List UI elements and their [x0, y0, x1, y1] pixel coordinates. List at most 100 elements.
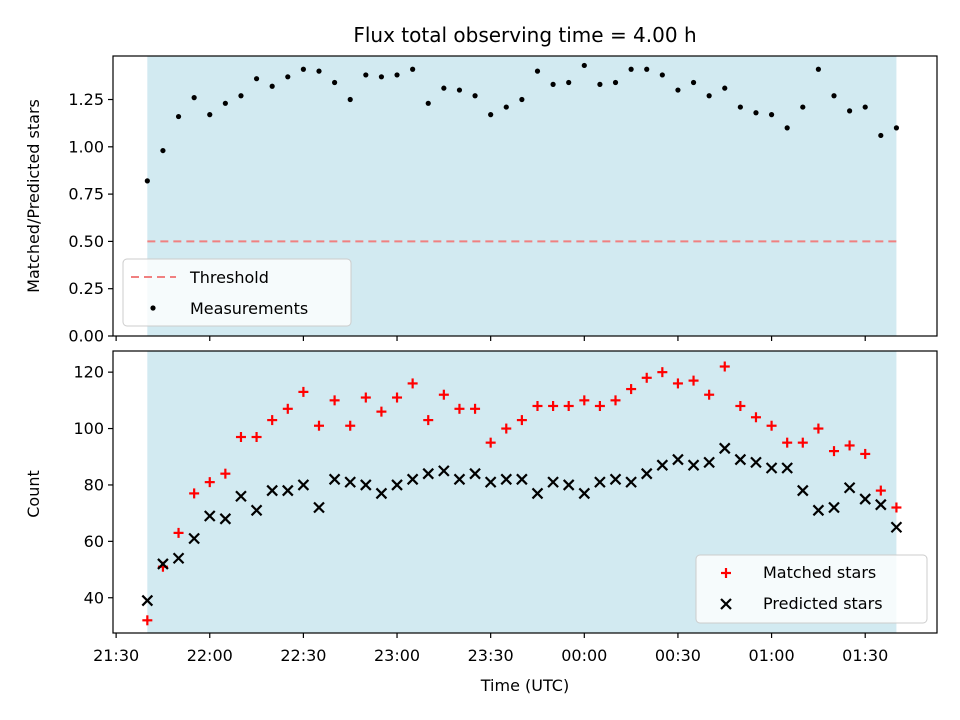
predicted-star-point-b	[141, 594, 154, 607]
legend-matched-swatch	[721, 568, 731, 578]
measurement-point	[222, 100, 228, 106]
predicted-star-point	[875, 498, 887, 511]
predicted-star-point-b	[531, 487, 544, 500]
measurement-point	[347, 96, 353, 103]
measurement-point	[534, 68, 541, 74]
matched-star-point	[407, 378, 418, 389]
matched-star-point	[267, 415, 278, 426]
predicted-star-point	[219, 513, 232, 525]
legend-measurement-swatch	[150, 305, 156, 311]
measurement-point	[519, 96, 525, 103]
measurement-point	[753, 110, 759, 116]
measurement-point	[253, 76, 260, 82]
matched-star-point	[532, 400, 543, 411]
matched-star-point	[688, 375, 699, 386]
predicted-star-point	[344, 476, 356, 488]
predicted-star-point-b	[266, 484, 278, 497]
legend-label: Measurements	[190, 299, 308, 318]
predicted-star-point-b	[547, 476, 559, 488]
x-axis-label: Time (UTC)	[480, 676, 569, 695]
x-tick-label: 00:30	[655, 646, 701, 665]
predicted-star-point-b	[172, 552, 185, 565]
predicted-star-point	[765, 462, 778, 474]
y-tick-label: 0.25	[68, 279, 104, 298]
predicted-star-point-b	[453, 473, 466, 486]
measurement-point	[862, 104, 868, 110]
predicted-star-point	[781, 462, 793, 474]
matched-star-point	[750, 412, 761, 423]
matched-star-point	[719, 361, 730, 372]
predicted-star-point	[562, 479, 575, 491]
matched-star-point	[875, 485, 886, 496]
matched-star-point	[314, 420, 324, 431]
matched-star-point	[470, 403, 481, 414]
x-tick-label: 01:00	[749, 646, 795, 665]
predicted-star-point	[609, 473, 622, 486]
predicted-star-point	[547, 476, 559, 488]
x-tick-label: 22:00	[187, 646, 233, 665]
x-tick-label: 00:00	[561, 646, 607, 665]
predicted-star-point	[391, 479, 403, 491]
matched-star-point	[641, 372, 652, 383]
measurement-point	[737, 104, 743, 110]
measurement-point	[441, 85, 447, 91]
matched-star-point	[672, 378, 683, 389]
matched-star-point	[173, 527, 184, 538]
predicted-star-point	[500, 473, 513, 486]
matched-star-point	[454, 403, 465, 414]
matched-star-point	[891, 502, 902, 513]
matched-star-point	[829, 446, 839, 457]
matched-star-point	[704, 389, 715, 400]
matched-star-point	[797, 437, 808, 448]
matched-star-point	[501, 423, 512, 434]
matched-star-point	[438, 389, 449, 400]
predicted-star-point-b	[297, 479, 310, 491]
measurement-point	[410, 66, 416, 72]
matched-star-point	[516, 415, 527, 426]
x-tick-label: 23:30	[468, 646, 514, 665]
measurement-point	[191, 95, 197, 101]
y-axis-label: Count	[24, 470, 43, 518]
measurement-point	[300, 66, 306, 72]
measurement-point	[269, 83, 275, 89]
measurement-point	[768, 112, 775, 118]
predicted-star-point-b	[282, 484, 294, 497]
predicted-star-point-b	[797, 484, 809, 497]
legend-label: Predicted stars	[763, 594, 883, 613]
predicted-star-point	[157, 558, 169, 570]
predicted-star-point	[172, 552, 185, 565]
predicted-star-point	[703, 456, 715, 469]
predicted-star-point	[640, 467, 653, 480]
legend-box	[122, 258, 352, 327]
matched-star-point	[766, 420, 777, 431]
measurement-point	[394, 72, 400, 78]
measurement-point	[488, 112, 494, 118]
measurement-point	[690, 79, 697, 86]
measurement-point	[550, 81, 556, 87]
predicted-star-point-b	[656, 459, 669, 471]
matched-star-point	[735, 400, 746, 411]
measurement-point	[332, 79, 338, 86]
predicted-star-point	[250, 504, 263, 517]
measurement-point	[675, 87, 681, 93]
matched-star-point	[563, 400, 574, 411]
measurement-point	[472, 93, 478, 99]
predicted-star-point-b	[812, 504, 825, 517]
predicted-star-point-b	[672, 453, 684, 466]
measurement-point	[659, 72, 665, 78]
predicted-star-point-b	[469, 467, 481, 480]
predicted-star-point-b	[594, 476, 606, 488]
y-tick-label: 1.00	[68, 137, 104, 156]
matched-star-point	[626, 384, 637, 395]
predicted-star-point	[266, 484, 278, 497]
predicted-star-point-b	[406, 473, 419, 486]
matched-star-point	[189, 488, 200, 499]
plot-frame	[112, 350, 938, 634]
legend-predicted-swatch-b	[720, 598, 732, 610]
predicted-star-point-b	[687, 459, 700, 471]
measurement-point	[175, 113, 182, 120]
measurement-point	[722, 85, 728, 91]
predicted-star-point-b	[375, 487, 388, 500]
predicted-star-point	[687, 459, 700, 471]
